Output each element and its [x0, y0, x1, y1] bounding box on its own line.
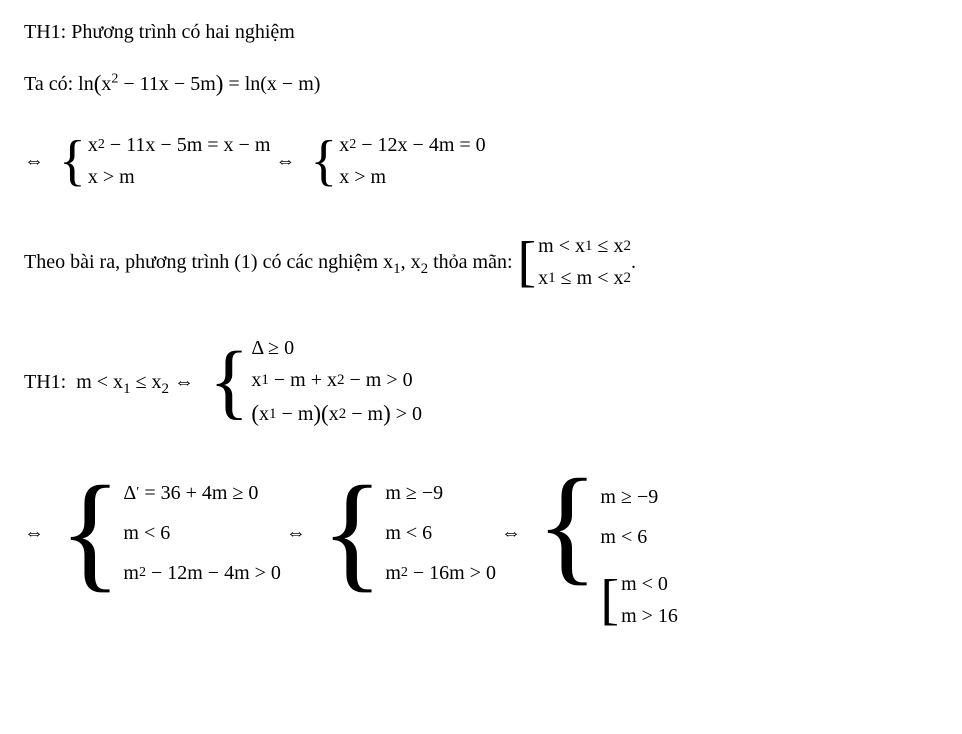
ln-rhs: ln(x − m) [245, 70, 321, 98]
sys2-row1: x2 − 12x − 4m = 0 [339, 129, 485, 161]
th1-case: TH1: m < x1 ≤ x2 ⇔ { Δ ≥ 0 x1 − m + x2 −… [24, 323, 938, 441]
equiv-symbol: ⇔ [24, 147, 49, 175]
equiv-symbol: ⇔ [496, 519, 526, 547]
equiv-symbol: ⇔ [270, 147, 300, 175]
b3-inner-row2: m > 16 [621, 600, 678, 632]
th1-row2: x1 − m + x2 − m > 0 [251, 364, 422, 396]
equiv-symbol: ⇔ [169, 368, 199, 396]
b3-inner-row1: m < 0 [621, 568, 678, 600]
brace-left-icon: { [321, 463, 383, 603]
th1-cond: m < x1 ≤ x2 [76, 368, 169, 396]
bracket-left-icon: [ [518, 223, 537, 301]
system-1: { x2 − 11x − 5m = x − m x > m [59, 122, 270, 200]
ta-co-line: Ta có: ln ( x2 − 11x − 5m ) = ln(x − m) [24, 68, 938, 100]
ln-lhs-x: x2 [101, 70, 118, 98]
block3: ⇔ { Δ′ = 36 + 4m ≥ 0 m < 6 m2 − 12m − 4m… [24, 463, 938, 639]
b3-row2: m < 6 [600, 521, 678, 553]
theo-bracket: [ m < x1 ≤ x2 x1 ≤ m < x2 [518, 223, 631, 301]
ln-lhs-paren-close: ) [216, 68, 224, 100]
ta-co-prefix: Ta có: [24, 70, 78, 98]
ln-lhs-rest: − 11x − 5m [118, 70, 215, 98]
theo-line: Theo bài ra, phương trình (1) có các ngh… [24, 223, 938, 301]
theo-x1: x1 [383, 248, 401, 276]
brace-left-icon: { [59, 463, 121, 603]
th1-row1: Δ ≥ 0 [251, 332, 422, 364]
b1-row1: Δ′ = 36 + 4m ≥ 0 [123, 477, 281, 509]
th1-row3: (x1 − m)(x2 − m) > 0 [251, 396, 422, 432]
title-line: TH1 : Phương trình có hai nghiệm [24, 18, 938, 46]
sys1-row2: x > m [88, 161, 271, 193]
label-th1: TH1 [24, 18, 61, 46]
block1: ⇔ { x2 − 11x − 5m = x − m x > m ⇔ { x2 −… [24, 122, 938, 200]
th1-label: TH1: [24, 368, 76, 396]
sys2-row2: x > m [339, 161, 485, 193]
b1-row2: m < 6 [123, 517, 281, 549]
theo-suffix: thỏa mãn: [428, 248, 517, 276]
theo-x2: x2 [411, 248, 429, 276]
sys-b3: { m ≥ −9 m < 6 [ m < 0 m > 16 [536, 463, 678, 639]
brace-left-icon: { [59, 122, 86, 200]
b2-row3: m2 − 16m > 0 [385, 557, 496, 589]
brace-left-icon: { [536, 467, 598, 584]
bracket-row1: m < x1 ≤ x2 [538, 230, 631, 262]
brace-left-icon: { [310, 122, 337, 200]
sys-b1: { Δ′ = 36 + 4m ≥ 0 m < 6 m2 − 12m − 4m >… [59, 463, 281, 603]
title-text: : Phương trình có hai nghiệm [61, 18, 295, 46]
bracket-left-icon: [ [600, 561, 619, 639]
b3-row1: m ≥ −9 [600, 481, 678, 513]
theo-period: . [631, 248, 636, 276]
ln-lhs-fn: ln [78, 70, 94, 98]
ln-lhs-paren-open: ( [94, 68, 102, 100]
brace-left-icon: { [209, 323, 249, 441]
equiv-symbol: ⇔ [24, 519, 49, 547]
theo-comma: , [401, 248, 411, 276]
sys1-row1: x2 − 11x − 5m = x − m [88, 129, 271, 161]
b3-inner: [ m < 0 m > 16 [600, 561, 678, 639]
system-2: { x2 − 12x − 4m = 0 x > m [310, 122, 485, 200]
th1-system: { Δ ≥ 0 x1 − m + x2 − m > 0 (x1 − m)(x2 … [209, 323, 422, 441]
b2-row1: m ≥ −9 [385, 477, 496, 509]
equiv-symbol: ⇔ [281, 519, 311, 547]
sys-b2: { m ≥ −9 m < 6 m2 − 16m > 0 [321, 463, 496, 603]
b1-row3: m2 − 12m − 4m > 0 [123, 557, 281, 589]
theo-prefix: Theo bài ra, phương trình (1) có các ngh… [24, 248, 383, 276]
bracket-row2: x1 ≤ m < x2 [538, 262, 631, 294]
b2-row2: m < 6 [385, 517, 496, 549]
eq-sign: = [223, 70, 244, 98]
